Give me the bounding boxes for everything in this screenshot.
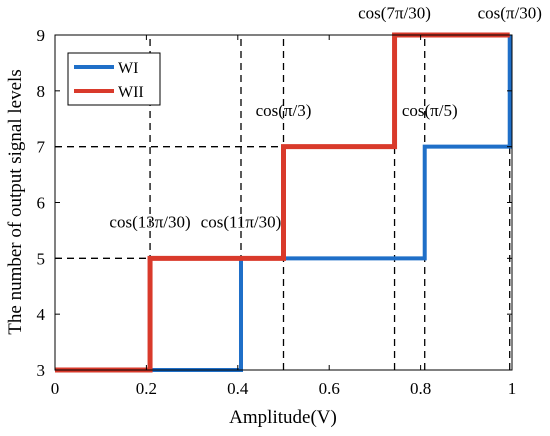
x-tick-label: 0.6 — [319, 379, 340, 398]
legend: WI WII — [67, 52, 161, 106]
annotation-label: cos(π/3) — [256, 101, 312, 120]
x-tick-label: 0.2 — [136, 379, 157, 398]
series-line-wii — [55, 32, 510, 373]
annotation-label: cos(π/5) — [402, 101, 458, 120]
x-tick-labels: 0 0.2 0.4 0.6 0.8 1 — [51, 35, 517, 398]
y-tick-label: 4 — [37, 305, 46, 324]
y-tick-label: 7 — [37, 138, 46, 157]
x-tick-label: 0 — [51, 379, 60, 398]
y-tick-label: 9 — [37, 26, 46, 45]
y-axis-label: The number of output signal levels — [5, 69, 26, 334]
series-lines — [55, 32, 512, 373]
annotation-label: cos(7π/30) — [358, 3, 431, 22]
legend-label-wi: WI — [118, 60, 138, 77]
x-tick-label: 0.4 — [227, 379, 249, 398]
y-tick-label: 8 — [37, 82, 46, 101]
legend-box — [67, 52, 161, 106]
y-tick-label: 6 — [37, 194, 46, 213]
x-axis-label: Amplitude(V) — [229, 407, 337, 428]
annotation-label: cos(π/30) — [478, 3, 542, 22]
y-tick-label: 3 — [37, 361, 46, 380]
annotation-label: cos(13π/30) — [109, 213, 190, 232]
y-tick-label: 5 — [37, 249, 46, 268]
annotation-labels: cos(13π/30) cos(11π/30) cos(π/3) cos(7π/30)… — [109, 3, 541, 231]
series-line-wi — [55, 35, 512, 372]
y-tick-labels: 3 4 5 6 7 8 9 — [37, 26, 512, 380]
x-tick-label: 1 — [508, 379, 517, 398]
annotation-label: cos(11π/30) — [201, 213, 282, 232]
legend-label-wii: WII — [118, 84, 144, 101]
x-tick-label: 0.8 — [410, 379, 431, 398]
